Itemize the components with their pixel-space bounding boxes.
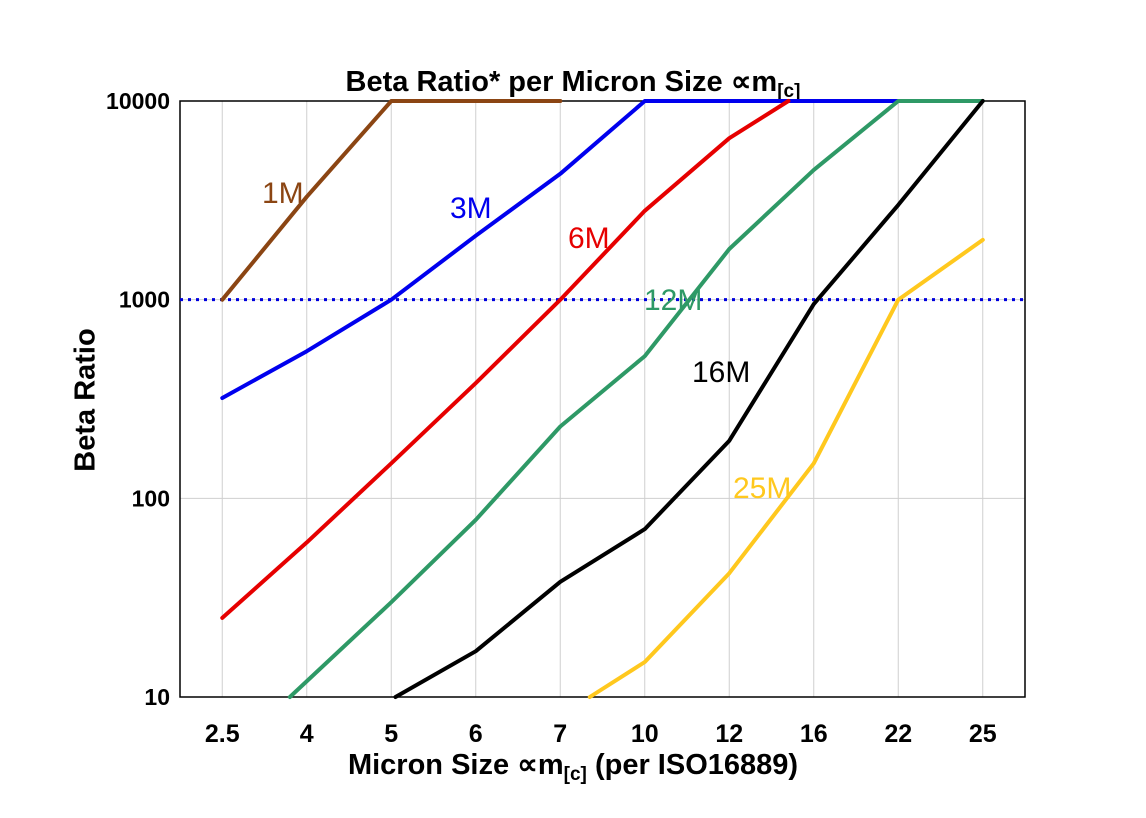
x-tick-label-2.5: 2.5 <box>205 720 240 748</box>
x-tick-label-5: 5 <box>384 720 398 748</box>
x-tick-label-10: 10 <box>631 720 659 748</box>
series-line-25M <box>587 237 985 699</box>
series-label-6M: 6M <box>568 222 610 255</box>
x-tick-label-16: 16 <box>800 720 828 748</box>
x-tick-label-25: 25 <box>969 720 997 748</box>
x-axis-title: Micron Size ∝m[c] (per ISO16889) <box>0 747 1146 786</box>
x-tick-label-7: 7 <box>553 720 567 748</box>
plot-border <box>179 100 1026 698</box>
series-line-6M <box>220 99 791 620</box>
series-line-16M <box>393 99 985 699</box>
series-label-12M: 12M <box>644 284 702 317</box>
x-axis-title-subscript: [c] <box>563 764 587 785</box>
y-tick-label-10000: 10000 <box>106 88 170 114</box>
x-tick-label-6: 6 <box>469 720 483 748</box>
series-label-16M: 16M <box>692 356 750 389</box>
series-label-1M: 1M <box>262 177 304 210</box>
x-axis-title-text: Micron Size ∝m <box>347 749 564 781</box>
y-tick-label-100: 100 <box>132 485 170 511</box>
x-tick-label-4: 4 <box>300 720 314 748</box>
series-label-25M: 25M <box>733 472 791 505</box>
y-tick-label-10: 10 <box>144 684 170 710</box>
series-line-12M <box>287 99 985 699</box>
x-tick-label-22: 22 <box>884 720 912 748</box>
series-line-3M <box>220 99 901 400</box>
y-tick-label-1000: 1000 <box>119 287 170 313</box>
series-line-1M <box>220 99 563 302</box>
series-label-3M: 3M <box>450 192 492 225</box>
x-tick-label-12: 12 <box>715 720 743 748</box>
x-axis-title-suffix: (per ISO16889) <box>586 749 799 781</box>
